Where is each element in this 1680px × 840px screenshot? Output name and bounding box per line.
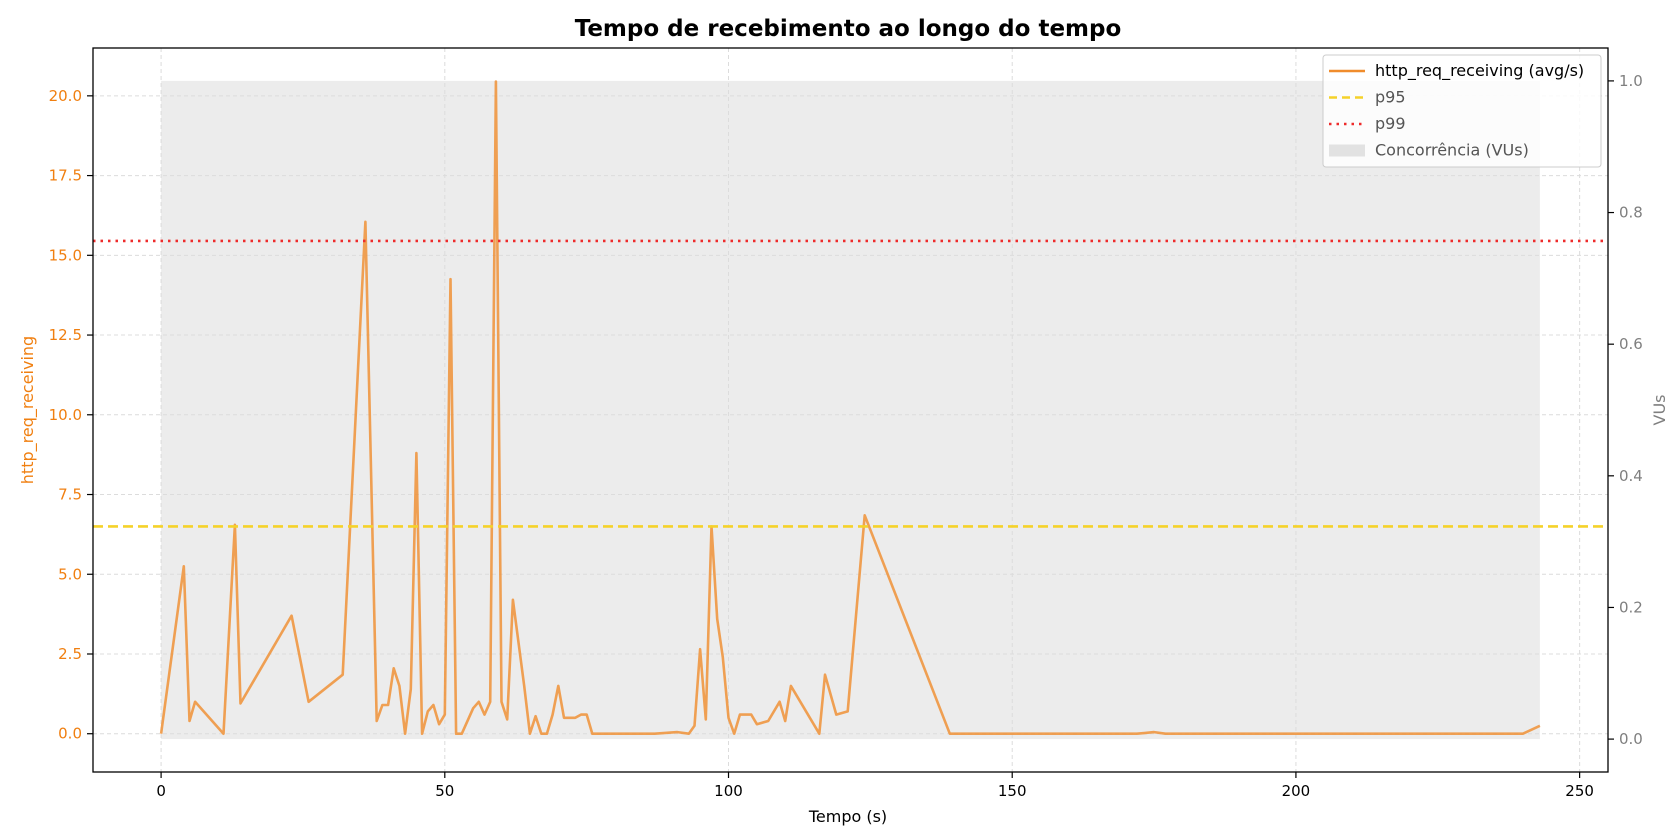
x-tick-label: 50: [435, 782, 454, 800]
y-left-tick-label: 7.5: [58, 486, 82, 504]
x-axis-label: Tempo (s): [808, 807, 887, 826]
legend-label: Concorrência (VUs): [1375, 141, 1529, 160]
series-line-http-req-receiving: [159, 80, 1541, 736]
plot-area: 0 50 100 150 200 250 0.0 2.5 5.0 7.5 10.0 12.5 15.0 1…: [49, 47, 1643, 800]
y-axis-right-label: VUs: [1650, 395, 1669, 426]
y-axis-left-label: http_req_receiving: [18, 336, 38, 484]
y-right-tick-label: 0.0: [1619, 730, 1643, 748]
x-tick-label: 0: [156, 782, 166, 800]
y-left-tick-label: 10.0: [49, 406, 82, 424]
y-left-tick-label: 0.0: [58, 725, 82, 743]
chart-title: Tempo de recebimento ao longo do tempo: [575, 16, 1122, 42]
x-tick-label: 200: [1282, 782, 1311, 800]
x-tick-label: 250: [1565, 782, 1594, 800]
legend-box: [1322, 54, 1602, 168]
legend-label: p99: [1375, 114, 1406, 133]
y-left-tick-label: 12.5: [49, 326, 82, 344]
x-tick-label: 100: [714, 782, 743, 800]
legend-label: p95: [1375, 88, 1406, 107]
legend-label: http_req_receiving (avg/s): [1375, 61, 1584, 81]
y-right-tick-label: 0.6: [1619, 335, 1643, 353]
legend: http_req_receiving (avg/s) p95 p99 Concorrê…: [1322, 54, 1602, 168]
y-left-tick-label: 2.5: [58, 645, 82, 663]
legend-vus-swatch: [1329, 144, 1365, 157]
y-right-tick-label: 1.0: [1619, 72, 1643, 90]
x-tick-label: 150: [998, 782, 1027, 800]
vus-area: [161, 80, 1540, 740]
y-right-tick-label: 0.8: [1619, 204, 1643, 222]
plot-frame: [92, 47, 1609, 773]
y-left-tick-label: 15.0: [49, 246, 82, 264]
y-right-tick-label: 0.4: [1619, 467, 1643, 485]
y-right-tick-label: 0.2: [1619, 598, 1643, 616]
y-left-tick-label: 5.0: [58, 565, 82, 583]
y-left-tick-label: 17.5: [49, 167, 82, 185]
y-left-tick-label: 20.0: [49, 87, 82, 105]
